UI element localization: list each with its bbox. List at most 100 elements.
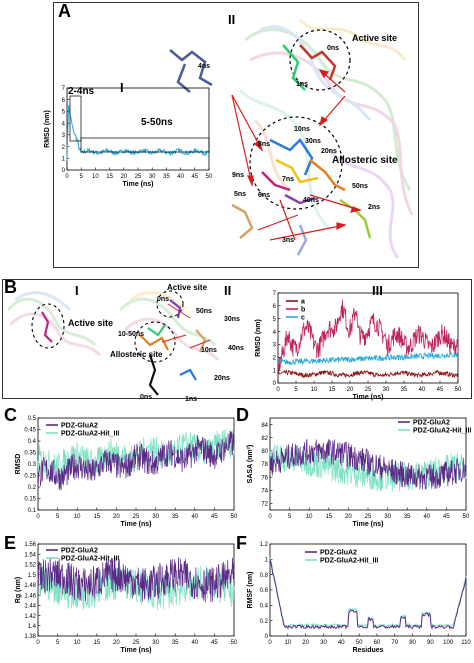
- label-a-3ns: 3ns: [282, 237, 295, 244]
- chart-b-xtick-label: 25: [365, 387, 372, 393]
- label-b-20ns: 20ns: [214, 375, 230, 382]
- chart-c-xtick-label: 10: [74, 514, 81, 520]
- chart-c-ytick-label: 0.25: [24, 474, 36, 480]
- chart-b-ytick-label: 6: [273, 304, 277, 310]
- chart-c-xtick-label: 35: [172, 514, 179, 520]
- chart-e-legend-label: PDZ-GluA2: [61, 548, 98, 555]
- chart-f-series-pdz: [269, 559, 467, 630]
- chart-e-ytick-label: 1.38: [24, 634, 36, 640]
- chart-f-ytick-label: 1: [265, 558, 269, 564]
- chart-b-legend-label: a: [301, 299, 305, 306]
- chart-c-xtick-label: 45: [211, 514, 218, 520]
- label-active-site-b2: Active site: [167, 283, 208, 292]
- chart-d-xtick-label: 20: [345, 514, 352, 520]
- chart-f-ylabel: RMSF (nm): [247, 572, 254, 609]
- chart-e-xtick-label: 5: [56, 640, 60, 646]
- panel-e-rg-chart: 1.38 1.4 1.42 1.44 1.46 1.48 1.5 1.52 1.54 1.56 0 5…: [15, 542, 238, 654]
- label-a-0ns: 0ns: [327, 45, 340, 52]
- panel-f-rmsf-chart: 0 0.2 0.4 0.6 0.8 1 1.2 0 10 20 30 40 50 60 70 80 90 100 1…: [247, 542, 471, 654]
- panel-b-roman-i: I: [75, 283, 79, 298]
- chart-b-xtick-label: 0: [276, 387, 280, 393]
- chart-f-ytick-label: 1.2: [260, 542, 269, 548]
- panel-a-roman-i: I: [120, 80, 124, 95]
- chart-f-xtick-label: 40: [338, 640, 345, 646]
- chart-b-series-a: [277, 369, 459, 379]
- chart-f-xtick-label: 100: [443, 640, 454, 646]
- chart-b-ytick-label: 2: [273, 355, 277, 361]
- chart-c-xtick-label: 30: [152, 514, 159, 520]
- chart-c-ytick-label: 0.5: [28, 416, 37, 422]
- chart-e-xtick-label: 15: [93, 640, 100, 646]
- chart-b-xtick-label: 5: [294, 387, 298, 393]
- panel-c-letter: C: [4, 405, 17, 425]
- chart-b-xtick-label: 10: [311, 387, 318, 393]
- chart-e-series-pdz: [37, 557, 235, 603]
- inset-ytick-label: 1: [62, 156, 66, 162]
- chart-e-ytick-label: 1.52: [24, 563, 36, 569]
- chart-b-ytick-label: 1: [273, 368, 277, 374]
- inset-axes-frame: [66, 87, 210, 171]
- chart-e-xtick-label: 0: [36, 640, 40, 646]
- chart-f-xtick-label: 90: [427, 640, 434, 646]
- label-b-30ns: 30ns: [224, 316, 240, 323]
- chart-b-ytick-label: 3: [273, 343, 277, 349]
- chart-f-xtick-label: 70: [391, 640, 398, 646]
- label-a-40ns: 40ns: [303, 197, 319, 204]
- chart-b-xtick-label: 30: [383, 387, 390, 393]
- chart-b-xtick-label: 15: [329, 387, 336, 393]
- chart-b-xtick-label: 45: [437, 387, 444, 393]
- chart-e-ytick-label: 1.56: [24, 542, 36, 548]
- chart-d-xtick-label: 35: [404, 514, 411, 520]
- chart-f-xtick-label: 20: [302, 640, 309, 646]
- chart-f-xtick-label: 30: [320, 640, 327, 646]
- chart-d-xtick-label: 30: [384, 514, 391, 520]
- inset-bracket-5-50ns: [80, 137, 210, 153]
- chart-f-xtick-label: 0: [268, 640, 272, 646]
- chart-d-xtick-label: 45: [443, 514, 450, 520]
- chart-f-xtick-label: 50: [356, 640, 363, 646]
- chart-e-xtick-label: 50: [231, 640, 238, 646]
- chart-d-xtick-label: 10: [306, 514, 313, 520]
- chart-c-xtick-label: 0: [36, 514, 40, 520]
- label-b-0ns-a: 0ns: [157, 296, 170, 303]
- panel-a-frame: [53, 2, 419, 268]
- label-b-50ns: 50ns: [196, 308, 212, 315]
- chart-c-ytick-label: 0.4: [28, 439, 37, 445]
- label-a-1ns: 1ns: [296, 81, 309, 88]
- chart-e-xtick-label: 25: [133, 640, 140, 646]
- panel-a-roman-ii: II: [228, 12, 236, 27]
- panel-b-roman-iii: III: [372, 283, 383, 298]
- chart-f-ytick-label: 0.4: [260, 604, 269, 610]
- panel-d-sasa-chart: 72 74 76 78 80 82 84 0 5 10 15 20 25 30 35 40 45 50 Time (…: [247, 417, 471, 528]
- label-a-5ns: 5ns: [234, 191, 247, 198]
- label-allosteric-site-a: Allosteric site: [332, 155, 398, 166]
- chart-e-ytick-label: 1.54: [24, 552, 36, 558]
- chart-e-xtick-label: 40: [191, 640, 198, 646]
- chart-c-xtick-label: 15: [93, 514, 100, 520]
- label-a-4ns: 4ns: [198, 63, 211, 70]
- label-a-8ns: 8ns: [258, 141, 271, 148]
- label-active-site-a: Active site: [352, 33, 398, 43]
- chart-c-ytick-label: 0.3: [28, 462, 37, 468]
- label-allosteric-site-b: Allosteric site: [110, 350, 163, 359]
- chart-d-ytick-label: 82: [261, 436, 268, 442]
- chart-f-ytick-label: 0.6: [260, 588, 269, 594]
- chart-c-ytick-label: 0.35: [24, 451, 36, 457]
- chart-b-ylabel: RMSD (nm): [255, 319, 262, 357]
- label-a-9ns: 9ns: [232, 172, 245, 179]
- inset-ytick-label: 5: [62, 110, 66, 116]
- chart-f-xlabel: Residues: [352, 647, 383, 654]
- inset-xtick-label: 25: [135, 174, 142, 180]
- panel-b-letter: B: [4, 277, 17, 297]
- chart-f-xtick-label: 110: [461, 640, 471, 646]
- chart-c-xlabel: Time (ns): [121, 521, 152, 528]
- chart-b-series-c: [277, 351, 459, 366]
- panel-f-letter: F: [236, 533, 247, 553]
- chart-d-ytick-label: 72: [261, 502, 268, 508]
- chart-b-xlabel: Time (ns): [353, 394, 384, 401]
- inset-xtick-label: 0: [65, 174, 69, 180]
- chart-f-xtick-label: 80: [409, 640, 416, 646]
- label-b-10ns: 10ns: [201, 347, 217, 354]
- chart-f-ytick-label: 0.8: [260, 573, 269, 579]
- chart-b-legend-label: c: [301, 315, 305, 322]
